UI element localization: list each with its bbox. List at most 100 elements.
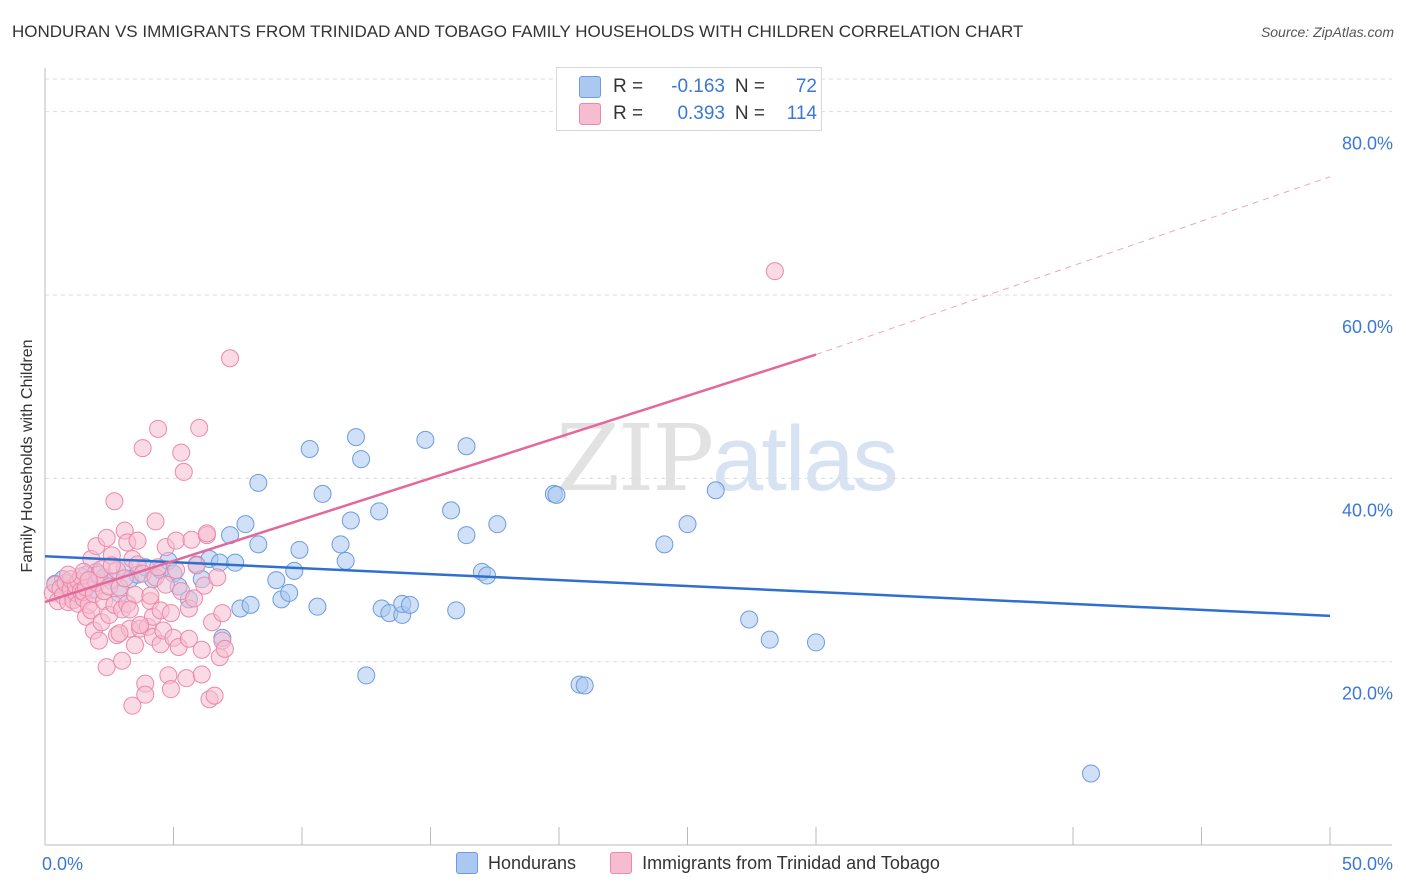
legend-r-label: R = [613, 103, 644, 124]
trinidad-point [128, 531, 147, 550]
honduran-point [308, 597, 327, 616]
honduran-point [336, 551, 355, 570]
honduran-point [267, 571, 286, 590]
honduran-point [285, 561, 304, 580]
trinidad-point [172, 443, 191, 462]
trinidad-point [213, 604, 232, 623]
trinidad-point [192, 640, 211, 659]
trinidad-point [97, 658, 116, 677]
series-swatch-hondurans [456, 852, 478, 874]
trinidad-point [167, 561, 186, 579]
legend-swatch-trinidad [579, 103, 601, 125]
trinidad-trend-line [44, 353, 817, 604]
trinidad-point [146, 512, 165, 531]
honduran-trend-line [44, 555, 1331, 618]
trinidad-point [131, 616, 150, 634]
honduran-point [442, 501, 461, 520]
honduran-point [807, 633, 825, 652]
series-legend-trinidad: Immigrants from Trinidad and Tobago [610, 852, 940, 874]
legend-n-label: N = [734, 76, 765, 97]
honduran-point [249, 535, 268, 554]
honduran-point [370, 502, 389, 521]
trinidad-point [89, 631, 108, 650]
legend-r-value: -0.163 [671, 76, 725, 97]
trinidad-point [156, 575, 175, 594]
honduran-point [357, 666, 376, 685]
honduran-point [457, 526, 476, 545]
trinidad-point [141, 586, 160, 605]
honduran-point [280, 583, 299, 602]
y-tick-label: 80.0% [1342, 134, 1393, 154]
trinidad-point [161, 604, 180, 623]
trinidad-point [59, 565, 78, 584]
series-label-trinidad: Immigrants from Trinidad and Tobago [642, 852, 940, 873]
honduran-point [447, 601, 466, 620]
trinidad-point [123, 696, 142, 715]
honduran-point [290, 540, 309, 559]
trinidad-point [149, 419, 168, 438]
legend-swatch-hondurans [579, 76, 601, 98]
honduran-point [740, 610, 759, 629]
honduran-point [241, 595, 260, 614]
honduran-point [760, 630, 779, 649]
honduran-point [678, 515, 697, 534]
honduran-point [575, 676, 594, 695]
trinidad-point [161, 680, 180, 699]
source-label: Source: ZipAtlas.com [1260, 24, 1394, 40]
x-tick-label: 0.0% [42, 854, 83, 874]
series-label-hondurans: Hondurans [488, 852, 577, 873]
y-tick-label: 40.0% [1342, 500, 1393, 520]
honduran-point [346, 428, 365, 447]
trinidad-point [215, 639, 234, 658]
trinidad-point [167, 531, 186, 550]
trinidad-point [182, 530, 201, 549]
trinidad-point [205, 686, 224, 705]
x-tick-label: 50.0% [1342, 854, 1393, 874]
correlation-legend: R = -0.163 N = 72 R = 0.393 N = 114 [556, 67, 822, 131]
honduran-point [331, 535, 350, 554]
honduran-point [457, 437, 476, 456]
honduran-point [341, 511, 360, 530]
legend-n-value: 72 [795, 76, 817, 97]
trinidad-point [195, 576, 214, 595]
legend-row-trinidad: R = 0.393 N = 114 [579, 100, 817, 128]
trinidad-point [190, 418, 209, 437]
honduran-point [300, 440, 319, 458]
trinidad-point [113, 651, 132, 670]
trinidad-trend-line-extension [815, 176, 1331, 356]
legend-row-hondurans: R = -0.163 N = 72 [579, 73, 817, 101]
y-axis-label: Family Households with Children [19, 339, 36, 573]
honduran-point [313, 484, 332, 503]
trinidad-point [133, 439, 152, 458]
trinidad-point [177, 669, 196, 688]
trinidad-point [185, 589, 204, 608]
chart-title: HONDURAN VS IMMIGRANTS FROM TRINIDAD AND… [12, 22, 1024, 41]
legend-r-label: R = [613, 76, 644, 97]
honduran-point [655, 535, 674, 554]
trinidad-point [125, 636, 144, 655]
trinidad-point [136, 685, 155, 704]
trinidad-point [187, 556, 206, 575]
trinidad-point [192, 665, 211, 684]
honduran-point [488, 515, 507, 534]
trinidad-point [197, 524, 216, 543]
honduran-point [400, 595, 419, 614]
legend-n-value: 114 [786, 103, 817, 124]
legend-r-value: 0.393 [677, 103, 725, 124]
series-legend: Hondurans Immigrants from Trinidad and T… [456, 852, 974, 874]
honduran-point [547, 485, 566, 504]
honduran-point [210, 553, 229, 572]
trinidad-point [97, 528, 116, 547]
series-swatch-trinidad [610, 852, 633, 874]
honduran-point [706, 481, 725, 500]
trinidad-point [221, 349, 240, 368]
legend-n-label: N = [734, 103, 765, 124]
honduran-point [226, 553, 245, 572]
series-legend-hondurans: Hondurans [456, 852, 576, 874]
trinidad-point [208, 568, 227, 587]
honduran-point [236, 515, 255, 534]
y-tick-label: 20.0% [1342, 684, 1393, 704]
trinidad-point [765, 262, 784, 281]
honduran-point [1081, 764, 1100, 783]
